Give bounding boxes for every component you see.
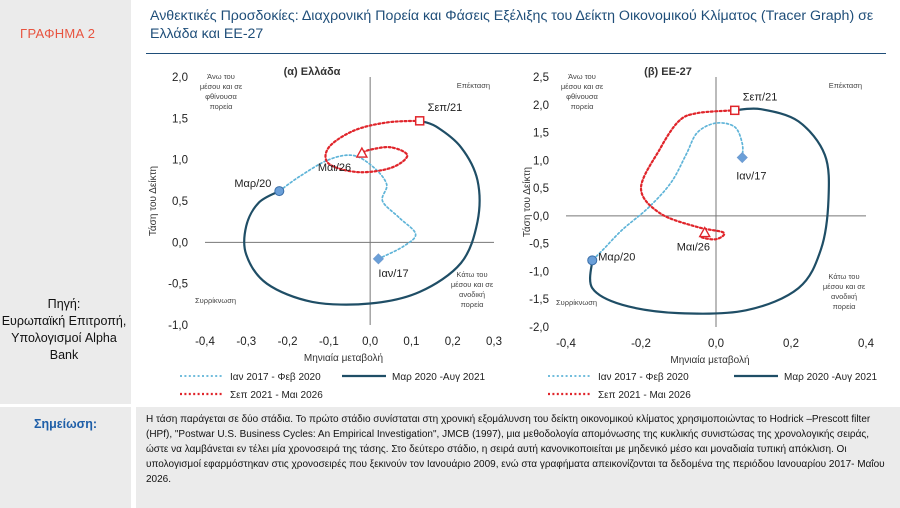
chart-title: (β) ΕΕ-27 — [644, 66, 692, 78]
marker-diamond — [736, 151, 748, 164]
series-line-1 — [278, 154, 417, 260]
page-title: Ανθεκτικές Προσδοκίες: Διαχρονική Πορεία… — [150, 8, 874, 42]
title-divider — [146, 53, 886, 54]
y-tick-label: 1,5 — [533, 128, 549, 140]
legend-label: Σεπ 2021 - Μαι 2026 — [598, 390, 691, 401]
x-tick-label: 0,2 — [783, 338, 799, 350]
quadrant-bottom-right: Κάτω του μέσου και σε ανοδική πορεία — [823, 272, 866, 311]
note-label-panel — [0, 407, 131, 508]
legend-label: Ιαν 2017 - Φεβ 2020 — [598, 372, 689, 383]
point-label: Μαρ/20 — [234, 178, 271, 190]
point-label: Μαι/26 — [318, 162, 351, 174]
y-tick-label: 2,5 — [533, 72, 549, 84]
x-tick-label: -0,3 — [236, 336, 256, 348]
quadrant-bottom-left: Συρρίκνωση — [556, 298, 597, 307]
source-block: Πηγή: Ευρωπαϊκή Επιτροπή, Υπολογισμοί Al… — [0, 296, 128, 364]
x-tick-label: -0,4 — [556, 338, 576, 350]
series-line-3 — [639, 109, 736, 241]
y-tick-label: -0,5 — [529, 239, 549, 251]
legend-label: Ιαν 2017 - Φεβ 2020 — [230, 372, 321, 383]
point-label: Μαι/26 — [677, 242, 710, 254]
charts-area: (α) Ελλάδα -0,4 -0,3 -0,2 -0,1 0,0 0,1 0,2 0,3 2,… — [147, 66, 878, 401]
y-tick-label: 0,0 — [533, 211, 549, 223]
quadrant-bottom-right: Κάτω του μέσου και σε ανοδική πορεία — [451, 270, 494, 309]
series-line-1 — [591, 122, 744, 262]
point-label: Ιαν/17 — [378, 268, 408, 280]
x-tick-label: -0,4 — [195, 336, 215, 348]
y-tick-label: 0,5 — [533, 183, 549, 195]
point-label: Σεπ/21 — [428, 102, 463, 114]
y-tick-label: 0,0 — [172, 237, 188, 249]
quadrant-top-left: Άνω του μέσου και σε φθίνουσα πορεία — [200, 72, 243, 111]
marker-square — [414, 116, 425, 126]
point-label: Μαρ/20 — [598, 251, 635, 263]
y-tick-label: -1,0 — [168, 320, 188, 332]
x-tick-label: 0,4 — [858, 338, 875, 350]
left-panel — [0, 0, 131, 404]
graph-label: ΓΡΑΦΗΜΑ 2 — [20, 26, 96, 41]
point-label: Σεπ/21 — [743, 91, 778, 103]
legend-label: Σεπ 2021 - Μαι 2026 — [230, 390, 323, 401]
x-axis-label: Μηνιαία μεταβολή — [304, 352, 383, 364]
y-tick-label: 0,5 — [172, 196, 188, 208]
x-tick-label: 0,0 — [362, 336, 378, 348]
note-label: Σημείωση: — [33, 417, 98, 431]
marker-triangle — [698, 226, 711, 238]
marker-triangle — [355, 146, 369, 158]
quadrant-top-right: Επέκταση — [829, 81, 862, 90]
source-label: Πηγή: — [47, 297, 81, 311]
y-tick-label: -1,5 — [529, 294, 549, 306]
y-tick-label: 2,0 — [533, 100, 549, 112]
chart-title: (α) Ελλάδα — [284, 66, 341, 78]
x-tick-label: 0,0 — [708, 338, 724, 350]
series-line-2 — [589, 107, 831, 315]
x-tick-label: -0,1 — [319, 336, 339, 348]
quadrant-top-right: Επέκταση — [457, 81, 490, 90]
y-tick-label: 2,0 — [172, 72, 188, 84]
quadrant-bottom-left: Συρρίκνωση — [195, 296, 236, 305]
marker-circle — [274, 186, 285, 197]
marker-square — [730, 105, 740, 116]
point-label: Ιαν/17 — [736, 171, 766, 183]
series-line-3 — [324, 119, 421, 174]
y-tick-label: 1,0 — [172, 155, 188, 167]
y-tick-label: -0,5 — [168, 279, 188, 291]
x-tick-label: 0,1 — [403, 336, 419, 348]
note-panel — [136, 407, 900, 508]
x-tick-label: 0,3 — [486, 336, 502, 348]
quadrant-top-left: Άνω του μέσου και σε φθίνουσα πορεία — [561, 72, 604, 111]
marker-diamond — [372, 253, 384, 265]
marker-circle — [587, 255, 598, 266]
x-tick-label: 0,2 — [445, 336, 461, 348]
source-text: Ευρωπαϊκή Επιτροπή, Υπολογισμοί Alpha Ba… — [1, 314, 127, 362]
y-tick-label: -2,0 — [529, 322, 549, 334]
y-tick-label: -1,0 — [529, 266, 549, 278]
y-axis-label: Τάση του Δείκτη — [521, 167, 533, 237]
note-text: Η τάση παράγεται σε δύο στάδια. Το πρώτο… — [146, 414, 885, 485]
x-axis-label: Μηνιαία μεταβολή — [670, 354, 749, 366]
y-axis-label: Τάση του Δείκτη — [147, 166, 159, 236]
series-line-2 — [243, 119, 481, 306]
x-tick-label: -0,2 — [278, 336, 298, 348]
y-tick-label: 1,5 — [172, 113, 188, 125]
x-tick-label: -0,2 — [631, 338, 651, 350]
legend-label: Μαρ 2020 -Αυγ 2021 — [392, 372, 486, 383]
y-tick-label: 1,0 — [533, 155, 549, 167]
legend-label: Μαρ 2020 -Αυγ 2021 — [784, 372, 878, 383]
